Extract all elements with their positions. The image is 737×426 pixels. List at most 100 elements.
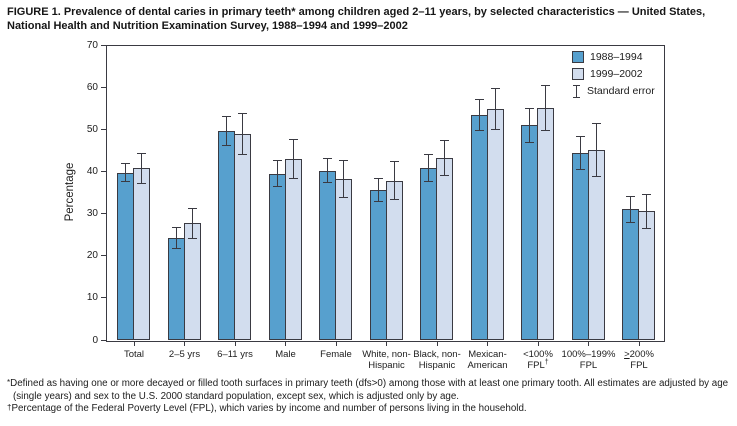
chart-legend: 1988–1994 1999–2002 Standard error <box>572 51 655 102</box>
x-axis-category-label: >200% FPL <box>624 349 654 371</box>
legend-label-1999-2002: 1999–2002 <box>590 68 643 80</box>
legend-swatch-1988-1994 <box>572 51 584 63</box>
legend-item-1988-1994: 1988–1994 <box>572 51 655 63</box>
error-bar-cap <box>137 183 146 185</box>
y-axis-tick <box>101 213 106 215</box>
error-bar-cap <box>137 152 146 154</box>
error-bar-cap <box>272 160 282 162</box>
bar-1988–1994-6–11 yrs <box>218 130 235 340</box>
bar-1999–2002-100%–199% <box>587 149 605 340</box>
y-axis-tick <box>101 128 106 130</box>
error-bar-cap <box>474 98 484 100</box>
error-bar-cap <box>440 174 449 176</box>
error-bar-cap <box>222 144 231 146</box>
error-bar-cap <box>373 177 383 179</box>
y-axis-tick <box>101 44 106 46</box>
error-bar-cap <box>424 154 433 156</box>
y-axis-tick-label: 40 <box>86 165 98 177</box>
error-bar <box>595 122 597 178</box>
error-bar-cap <box>238 153 247 155</box>
x-axis-tick <box>285 341 286 346</box>
error-bar <box>377 177 379 203</box>
error-bar-cap <box>121 163 130 165</box>
footnote-text: Percentage of the Federal Poverty Level … <box>11 403 527 414</box>
error-bar-cap <box>474 130 484 132</box>
bar-1988–1994-≥200% <box>622 209 639 340</box>
error-bar-cap <box>288 138 298 140</box>
error-bar <box>226 116 227 146</box>
error-bar-cap <box>121 180 130 182</box>
footnote-marker-asterisk: * <box>7 378 11 387</box>
error-bar <box>125 163 126 182</box>
error-bar-cap <box>339 160 348 162</box>
y-axis-tick-label: 0 <box>92 334 98 346</box>
bar-1988–1994-100%–199% <box>571 152 589 340</box>
error-bar <box>646 194 647 229</box>
y-axis-tick-label: 20 <box>86 250 98 262</box>
legend-item-1999-2002: 1999–2002 <box>572 68 655 80</box>
x-axis-tick <box>537 341 539 346</box>
error-bar-cap <box>626 221 635 223</box>
bar-1988–1994-Total <box>117 172 134 340</box>
legend-swatch-1999-2002 <box>572 68 584 80</box>
error-bar-cap <box>642 227 651 229</box>
error-bar-cap <box>323 182 332 184</box>
error-bar <box>327 157 328 184</box>
bar-1988–1994-Female <box>319 170 336 340</box>
x-axis-category-label: Mexican- American <box>467 349 508 371</box>
error-bar <box>529 108 530 143</box>
y-axis-tick <box>101 297 106 299</box>
x-axis-tick <box>234 341 236 346</box>
x-axis-category-label: White, non- Hispanic <box>362 349 411 371</box>
bar-1999–2002-2–5 yrs <box>183 223 201 340</box>
bar-1988–1994-Black, non- <box>420 168 437 340</box>
error-bar-cap <box>187 237 197 239</box>
error-bar <box>428 154 429 182</box>
legend-item-standard-error: Standard error <box>572 84 655 98</box>
error-bar <box>242 112 243 155</box>
y-axis-tick-label: 30 <box>86 208 98 220</box>
x-axis-tick <box>184 341 185 346</box>
bar-1999–2002-Mexican- <box>486 109 504 340</box>
error-bar <box>276 160 278 188</box>
error-bar-cap <box>424 180 433 182</box>
x-axis-tick <box>133 341 135 346</box>
y-axis-tick <box>101 339 106 341</box>
x-axis-tick <box>638 341 640 346</box>
x-axis-category-label: Black, non- Hispanic <box>413 349 461 371</box>
error-bar <box>343 160 344 199</box>
bar-1999–2002-Black, non- <box>436 157 453 340</box>
error-bar-cap <box>642 194 651 196</box>
y-axis-tick-label: 60 <box>86 81 98 93</box>
error-bar-cap <box>171 227 181 229</box>
y-axis-tick <box>101 255 106 257</box>
footnote-text: Defined as having one or more decayed or… <box>10 378 729 402</box>
error-bar-cap <box>389 199 399 201</box>
error-bar-cap <box>339 197 348 199</box>
y-axis-tick-label: 70 <box>86 39 98 51</box>
error-bar-cap <box>591 122 601 124</box>
bar-1988–1994-Mexican- <box>470 114 488 340</box>
error-bar-cap <box>575 136 585 138</box>
bar-1988–1994-2–5 yrs <box>167 238 185 340</box>
error-bar-cap <box>238 112 247 114</box>
x-axis-tick <box>588 341 589 346</box>
error-bar <box>444 140 445 176</box>
error-bar-icon <box>572 84 581 98</box>
footnotes: *Defined as having one or more decayed o… <box>7 378 733 416</box>
error-bar <box>175 227 177 250</box>
x-axis-category-label: 100%–199% FPL <box>561 349 616 371</box>
bar-1999–2002-Male <box>284 159 302 340</box>
error-bar-cap <box>272 186 282 188</box>
error-bar-cap <box>171 248 181 250</box>
figure-title: FIGURE 1. Prevalence of dental caries in… <box>7 6 706 32</box>
bar-1999–2002-Female <box>335 179 352 340</box>
error-bar-cap <box>187 207 197 209</box>
x-axis-category-label: <100% FPL† <box>523 349 553 371</box>
y-axis-tick <box>101 170 106 172</box>
error-bar-cap <box>490 87 500 89</box>
x-axis-tick <box>335 341 337 346</box>
bar-1999–2002-White, non- <box>385 180 403 340</box>
x-axis-category-label: 6–11 yrs <box>217 349 253 360</box>
bar-1999–2002-Total <box>133 168 150 340</box>
